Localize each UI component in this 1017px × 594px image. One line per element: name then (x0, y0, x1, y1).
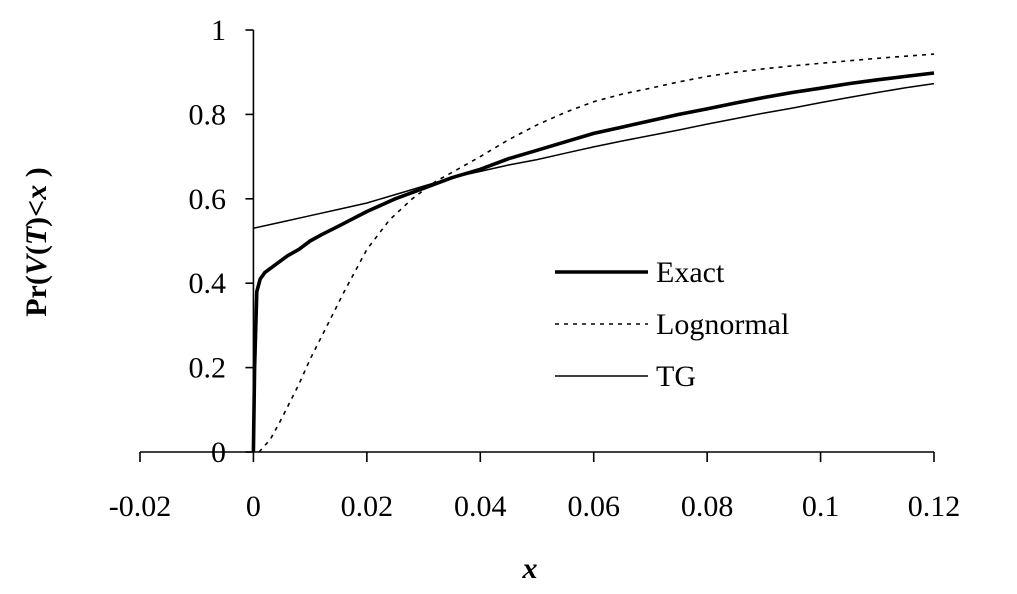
legend-label-lognormal: Lognormal (656, 308, 789, 341)
x-tick-label: 0 (246, 490, 261, 523)
y-tick-label: 0.6 (189, 183, 227, 216)
y-axis-title-part: ( (20, 245, 53, 255)
x-tick-label: -0.02 (109, 490, 172, 523)
y-axis-title: Pr(V(T)<x ) (20, 167, 53, 317)
y-tick-label: 0.4 (189, 267, 227, 300)
series-line-tg (253, 82, 935, 230)
y-axis-title-part: )< (20, 200, 53, 227)
y-tick-label: 0.8 (189, 98, 227, 131)
x-tick-label: 0.08 (681, 490, 734, 523)
x-tick-label: 0.12 (908, 490, 961, 523)
x-tick-label: 0.04 (454, 490, 507, 523)
axes: -0.02 0 0.02 0.04 0.06 0.08 0.1 0.12 0 0.2 0.4 0.6 0… (109, 14, 961, 523)
y-axis-title-part: Pr( (20, 275, 53, 317)
y-tick-label: 0 (211, 436, 226, 469)
series-line-exact (251, 71, 935, 453)
y-tick-label: 0.2 (189, 352, 227, 385)
y-tick-label: 1 (211, 14, 226, 47)
series-line-lognormal (258, 53, 935, 453)
legend-label-tg: TG (656, 360, 696, 393)
y-axis-title-part: T (20, 225, 53, 245)
y-axis-title-part: x (20, 185, 53, 201)
x-axis-title: x (522, 552, 538, 585)
y-axis-title-part: ) (20, 167, 53, 185)
x-tick-label: 0.06 (567, 490, 620, 523)
y-axis-title-part: V (20, 252, 53, 275)
legend: Exact Lognormal TG (555, 256, 789, 393)
x-tick-label: 0.1 (802, 490, 840, 523)
series-layer (251, 53, 935, 453)
legend-label-exact: Exact (656, 256, 725, 289)
x-tick-label: 0.02 (341, 490, 394, 523)
